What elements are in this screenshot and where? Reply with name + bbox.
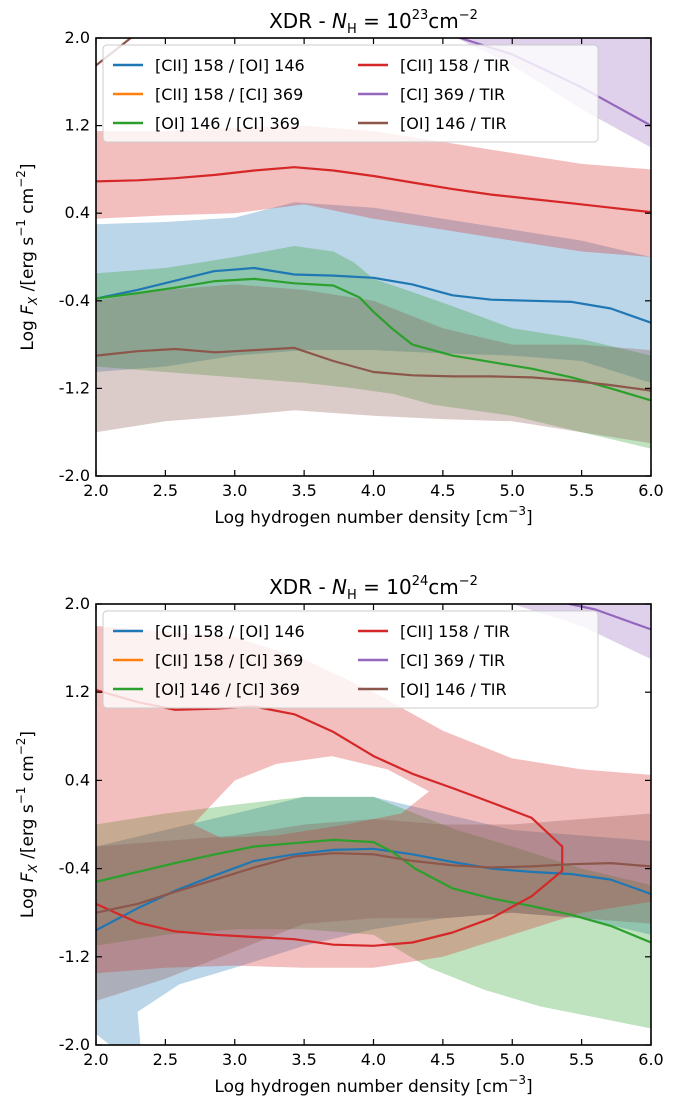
legend-entry-2: [OI] 146 / [CI] 369: [155, 114, 300, 133]
band-2: [96, 246, 651, 449]
legend-entry-0: [CII] 158 / [OI] 146: [155, 56, 305, 75]
chart-title: XDR - NH = 1024cm−2: [269, 574, 478, 603]
legend-entry-5: [OI] 146 / TIR: [400, 114, 507, 133]
series-line-4: [564, 604, 651, 631]
band-2: [96, 796, 651, 1029]
y-tick-label: 1.2: [65, 116, 90, 135]
series-line-3: [96, 166, 651, 214]
x-tick-label: 3.0: [222, 481, 247, 500]
plot-area: [96, 38, 651, 449]
x-tick-label: 3.5: [291, 481, 316, 500]
x-tick-label: 5.0: [500, 1050, 525, 1069]
panel-2: 2.0 2.5 3.0 3.5 4.0 4.5 5.0 5.5 6.0 -2.0 -1.2 -0.4 0…: [14, 574, 664, 1097]
legend-entry-4: [CI] 369 / TIR: [400, 85, 505, 104]
panel-1: 2.0 2.5 3.0 3.5 4.0 4.5 5.0 5.5 6.0 -2.0 -1.2 -0.4 0…: [14, 8, 664, 528]
x-tick-label: 5.5: [569, 1050, 594, 1069]
x-tick-label: 4.5: [430, 481, 455, 500]
band-3: [96, 626, 651, 974]
x-axis-label: Log hydrogen number density [cm−3]: [214, 1073, 532, 1097]
legend-box: [102, 610, 599, 709]
x-tick-label: 2.5: [153, 481, 178, 500]
legend-entry-4: [CI] 369 / TIR: [400, 651, 505, 670]
x-tick-label: 4.0: [361, 481, 386, 500]
legend-entry-3: [CII] 158 / TIR: [400, 56, 510, 75]
series-line-5: [96, 852, 651, 914]
x-tick-label: 5.5: [569, 481, 594, 500]
y-tick-label: -1.2: [59, 947, 90, 966]
series-line-2: [96, 277, 651, 402]
y-axis-label: Log FX /[erg s−1 cm−2]: [14, 731, 40, 918]
legend: [CII] 158 / [OI] 146 [CII] 158 / [CI] 369…: [102, 610, 599, 709]
y-tick-label: -2.0: [59, 1035, 90, 1054]
plot-area: [96, 604, 651, 1045]
y-tick-label: 2.0: [65, 594, 90, 613]
x-tick-label: 4.0: [361, 1050, 386, 1069]
y-axis-label: Log FX /[erg s−1 cm−2]: [14, 163, 40, 350]
x-tick-label: 6.0: [638, 481, 663, 500]
x-tick-label: 5.0: [500, 481, 525, 500]
y-tick-label: -2.0: [59, 466, 90, 485]
x-tick-label: 6.0: [638, 1050, 663, 1069]
y-tick-label: 0.4: [65, 770, 90, 789]
band-5: [96, 284, 651, 444]
legend-entry-5: [OI] 146 / TIR: [400, 680, 507, 699]
band-5: [96, 813, 651, 1001]
series-line-5: [96, 346, 651, 392]
band-4: [456, 38, 651, 148]
x-tick-label: 2.0: [83, 1050, 108, 1069]
y-tick-label: -0.4: [59, 859, 90, 878]
y-tick-label: 2.0: [65, 28, 90, 47]
legend-entry-3: [CII] 158 / TIR: [400, 622, 510, 641]
x-axis-label: Log hydrogen number density [cm−3]: [214, 504, 532, 528]
y-tick-label: -0.4: [59, 291, 90, 310]
legend-entry-0: [CII] 158 / [OI] 146: [155, 622, 305, 641]
legend-box: [102, 44, 599, 143]
x-tick-label: 3.5: [291, 1050, 316, 1069]
x-tick-label: 2.5: [153, 1050, 178, 1069]
y-tick-label: 1.2: [65, 682, 90, 701]
chart-title: XDR - NH = 1023cm−2: [269, 8, 478, 37]
series-line-2: [96, 838, 651, 944]
x-tick-label: 2.0: [83, 481, 108, 500]
legend-entry-1: [CII] 158 / [CI] 369: [155, 651, 303, 670]
legend: [CII] 158 / [OI] 146 [CII] 158 / [CI] 369…: [102, 44, 599, 143]
x-tick-label: 3.0: [222, 1050, 247, 1069]
legend-entry-1: [CII] 158 / [CI] 369: [155, 85, 303, 104]
y-tick-label: 0.4: [65, 203, 90, 222]
x-tick-label: 4.5: [430, 1050, 455, 1069]
y-tick-label: -1.2: [59, 378, 90, 397]
band-3: [96, 125, 651, 257]
band-0: [96, 202, 651, 383]
series-line-0: [96, 266, 651, 324]
band-0: [96, 796, 651, 1045]
legend-entry-2: [OI] 146 / [CI] 369: [155, 680, 300, 699]
